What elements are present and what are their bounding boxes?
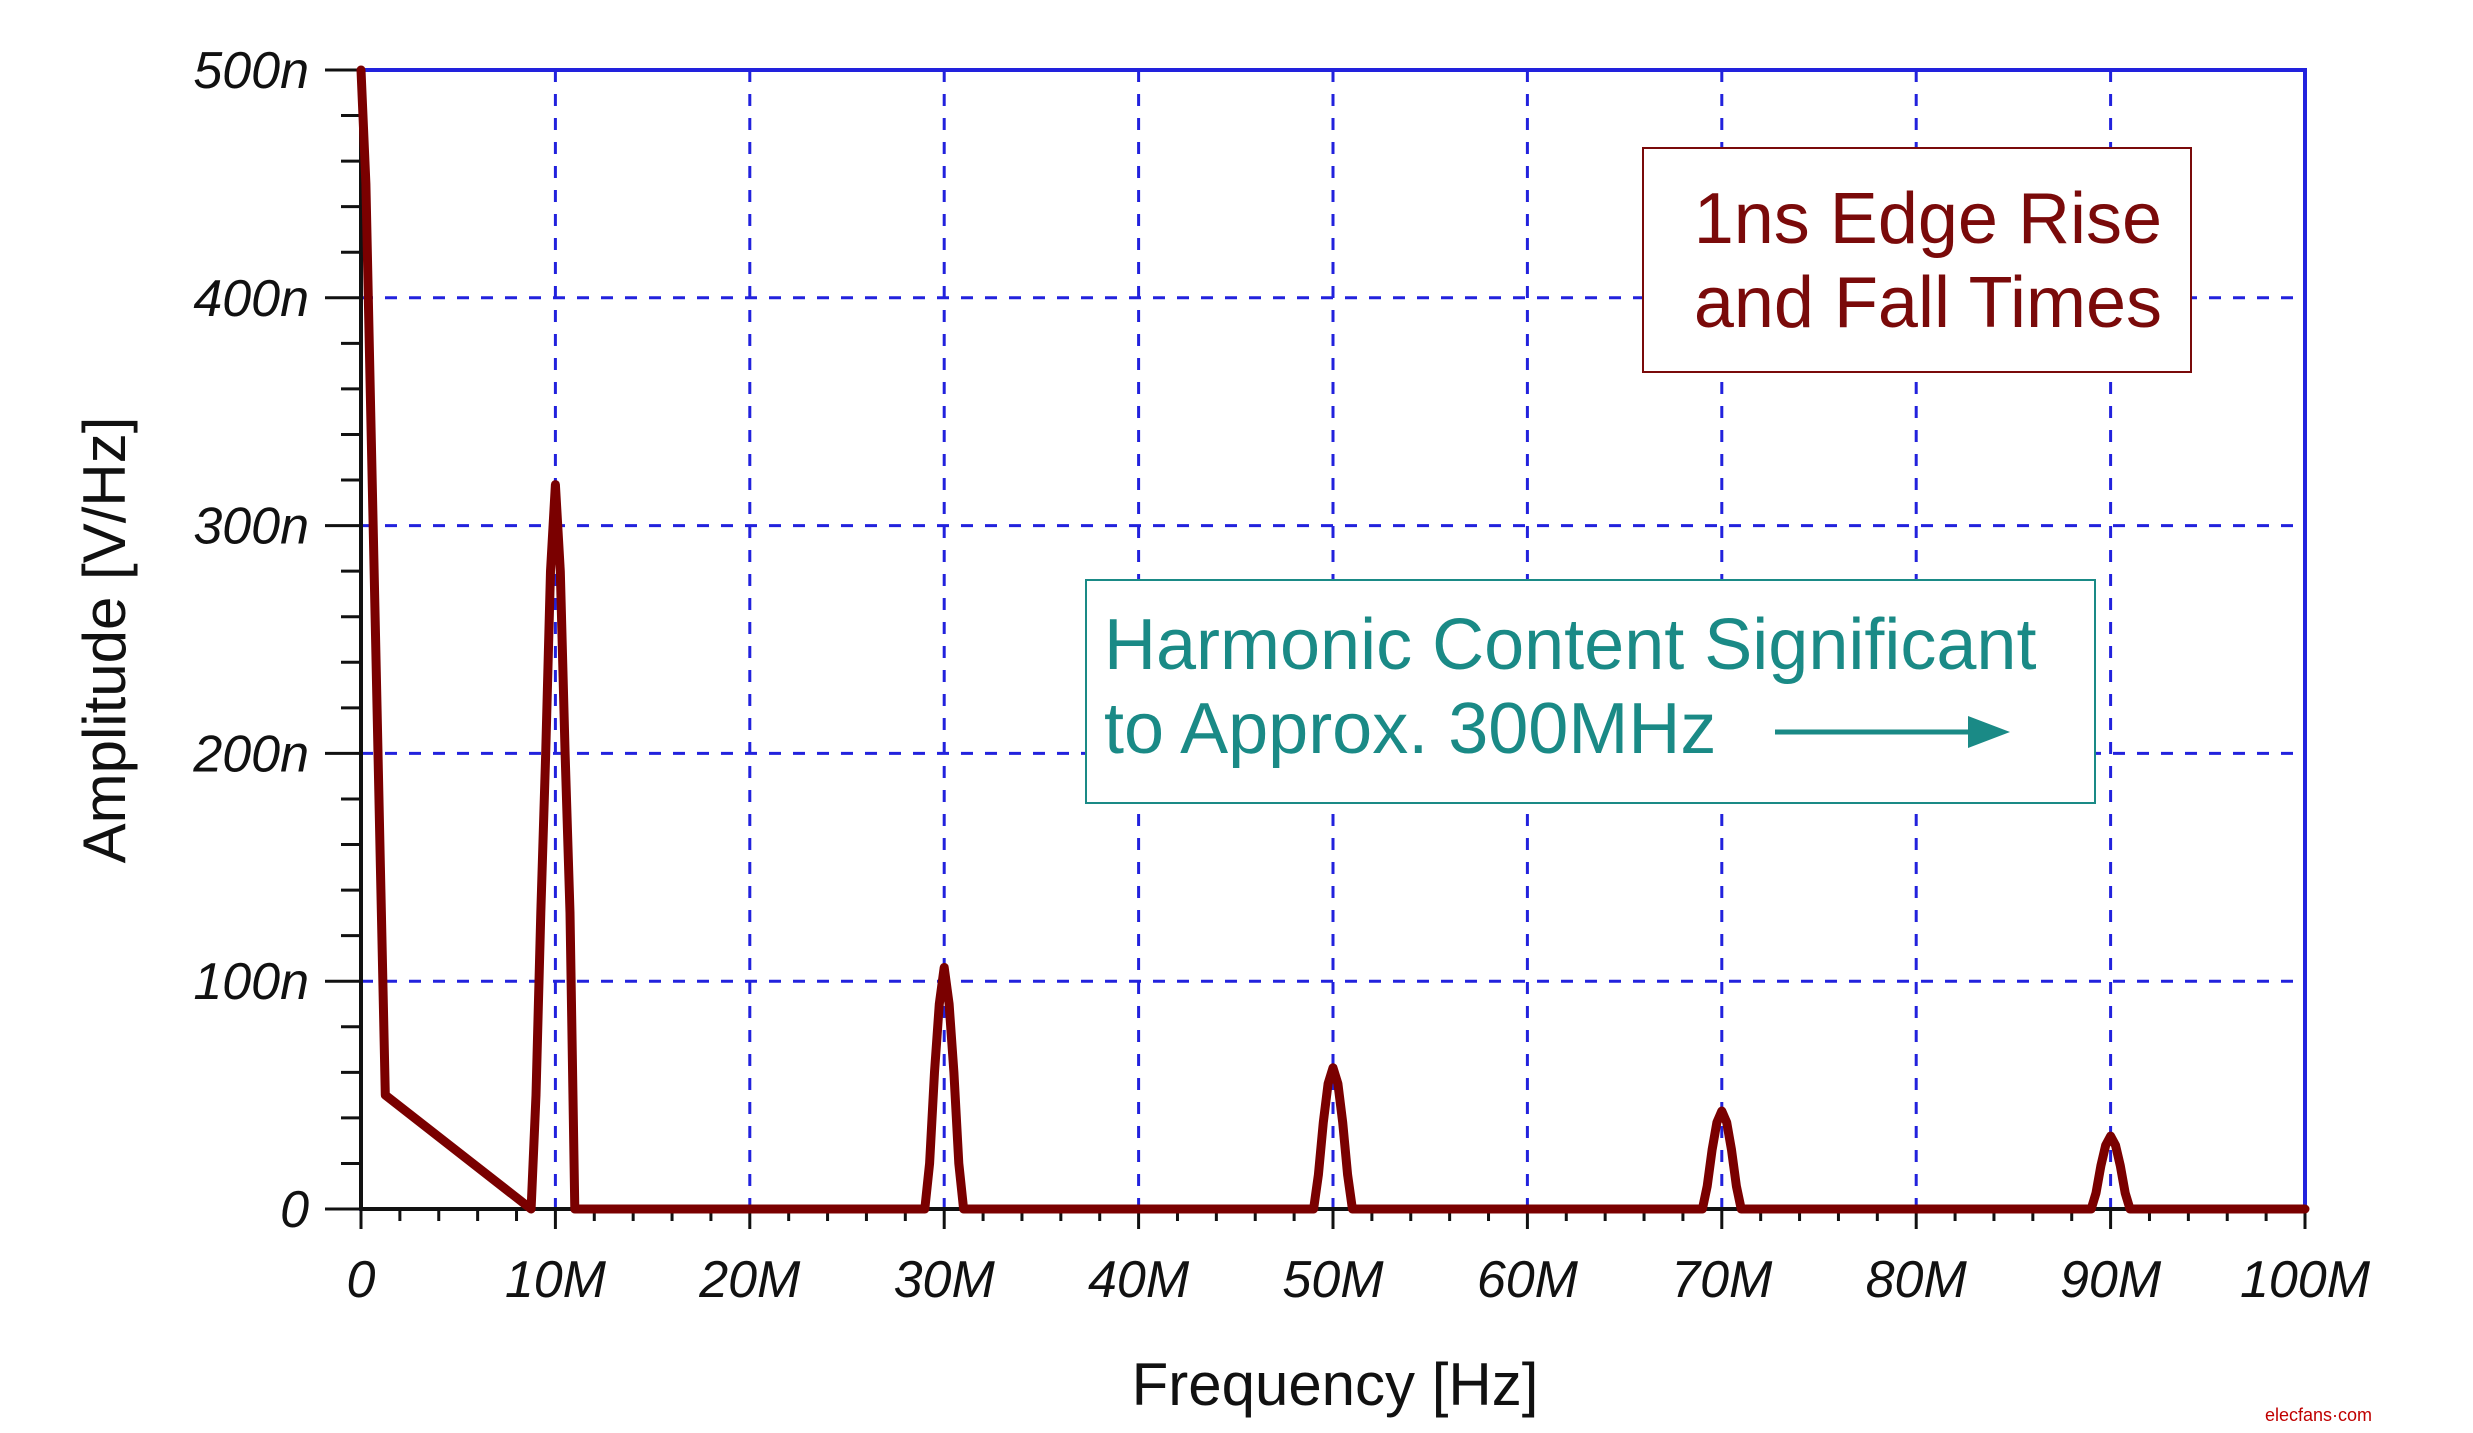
x-tick-label: 80M bbox=[1866, 1251, 1968, 1309]
x-tick-label: 100M bbox=[2240, 1251, 2371, 1309]
y-axis-title: Amplitude [V/Hz] bbox=[71, 417, 138, 864]
series-layer bbox=[356, 65, 2310, 1214]
x-tick-label: 70M bbox=[1671, 1251, 1773, 1309]
edge-time-box bbox=[1642, 147, 2192, 373]
harmonic-annotation: Harmonic Content Significant to Approx. … bbox=[1085, 579, 2096, 804]
x-tick-label: 60M bbox=[1477, 1251, 1579, 1309]
x-tick-label: 40M bbox=[1088, 1251, 1190, 1309]
x-tick-label: 0 bbox=[347, 1251, 376, 1309]
watermark: elecfans·com bbox=[2265, 1405, 2373, 1425]
x-axis-title: Frequency [Hz] bbox=[1132, 1351, 1539, 1418]
y-tick-label: 100n bbox=[193, 953, 309, 1011]
harmonic-line-2: to Approx. 300MHz bbox=[1104, 689, 1716, 769]
x-tick-label: 50M bbox=[1282, 1251, 1384, 1309]
tick-labels: 0 10M 20M 30M 40M 50M 60M 70M 80M 90M 100M 0 100n 200… bbox=[192, 42, 2370, 1309]
edge-time-annotation: 1ns Edge Rise and Fall Times bbox=[1642, 147, 2192, 373]
harmonic-line-1: Harmonic Content Significant bbox=[1104, 605, 2036, 685]
x-tick-label: 10M bbox=[505, 1251, 607, 1309]
y-tick-label: 500n bbox=[193, 42, 309, 100]
y-tick-label: 200n bbox=[192, 725, 309, 783]
x-tick-label: 90M bbox=[2060, 1251, 2162, 1309]
y-tick-label: 0 bbox=[280, 1181, 309, 1239]
edge-time-line-2: and Fall Times bbox=[1694, 263, 2162, 343]
spectrum-series-line bbox=[356, 65, 2310, 1214]
y-tick-label: 300n bbox=[193, 498, 309, 556]
harmonic-box bbox=[1085, 579, 2096, 804]
edge-time-line-1: 1ns Edge Rise bbox=[1694, 179, 2162, 259]
harmonic-arrow-head bbox=[1968, 716, 2010, 748]
x-tick-label: 20M bbox=[698, 1251, 801, 1309]
y-tick-label: 400n bbox=[193, 270, 309, 328]
x-tick-label: 30M bbox=[894, 1251, 996, 1309]
